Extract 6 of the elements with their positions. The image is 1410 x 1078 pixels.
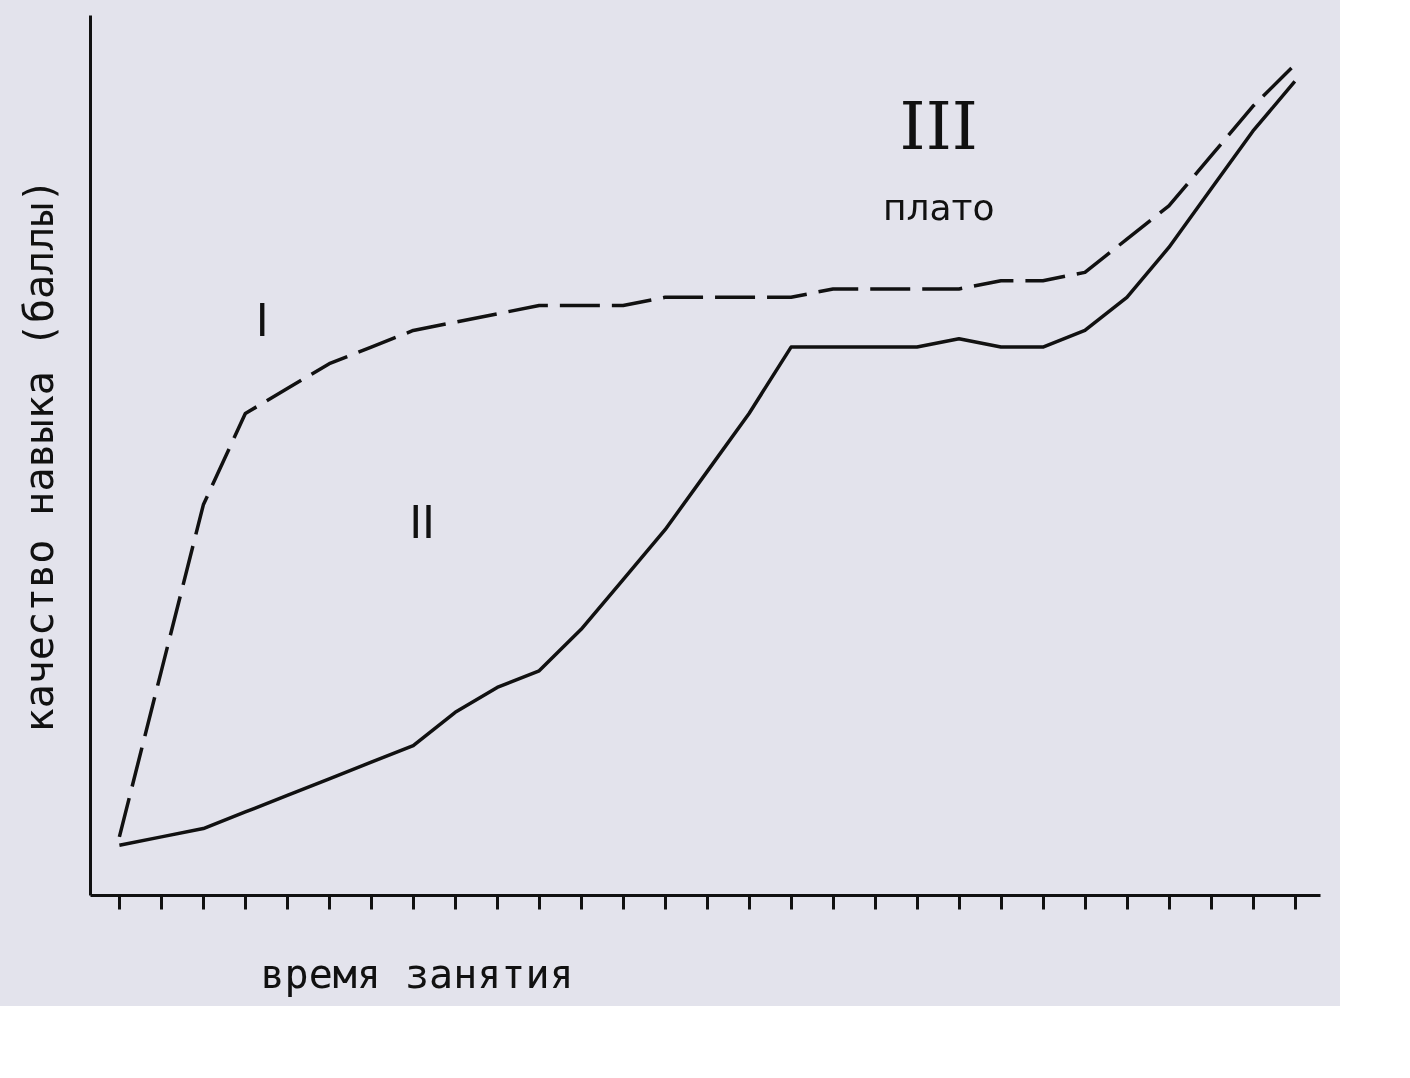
y-axis-title: качество навыка (баллы) bbox=[15, 178, 62, 733]
annotation: II bbox=[409, 497, 436, 549]
x-axis-title: время занятия bbox=[260, 951, 574, 997]
annotation: III bbox=[899, 88, 978, 166]
annotation: плато bbox=[882, 186, 995, 228]
annotation: I bbox=[255, 295, 269, 346]
